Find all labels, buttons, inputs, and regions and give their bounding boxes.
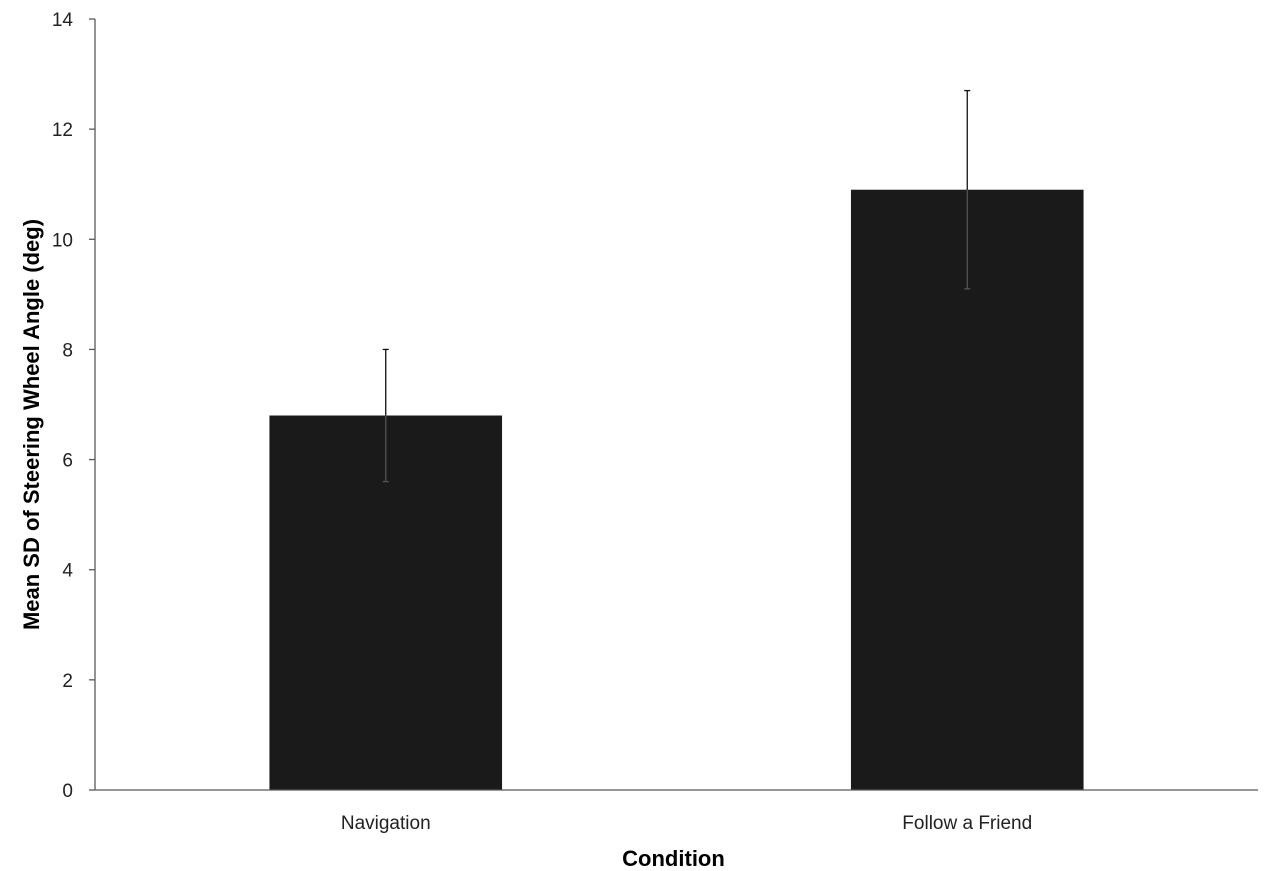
error-bar-0 (382, 348, 389, 483)
y-tick-label: 2 (62, 671, 73, 692)
error-bars (382, 89, 971, 483)
x-tick-label-0: Navigation (341, 813, 431, 834)
y-tick-label: 14 (52, 10, 74, 31)
bar-1 (850, 189, 1084, 790)
y-tick-label: 0 (62, 781, 73, 802)
error-bar-1 (964, 89, 971, 290)
y-tick-label: 6 (62, 451, 73, 472)
y-tick-label: 4 (62, 561, 73, 582)
x-tick-label-1: Follow a Friend (902, 813, 1032, 834)
bars (269, 189, 1084, 790)
y-tick-label: 10 (52, 230, 73, 251)
y-tick-label: 8 (62, 340, 73, 361)
y-axis-title: Mean SD of Steering Wheel Angle (deg) (19, 219, 44, 630)
x-axis-title: Condition (622, 846, 725, 871)
y-tick-label: 12 (52, 120, 73, 141)
y-axis-ticks: 0 2 4 6 8 10 12 14 (52, 10, 95, 802)
x-axis-tick-labels: Navigation Follow a Friend (341, 813, 1032, 834)
